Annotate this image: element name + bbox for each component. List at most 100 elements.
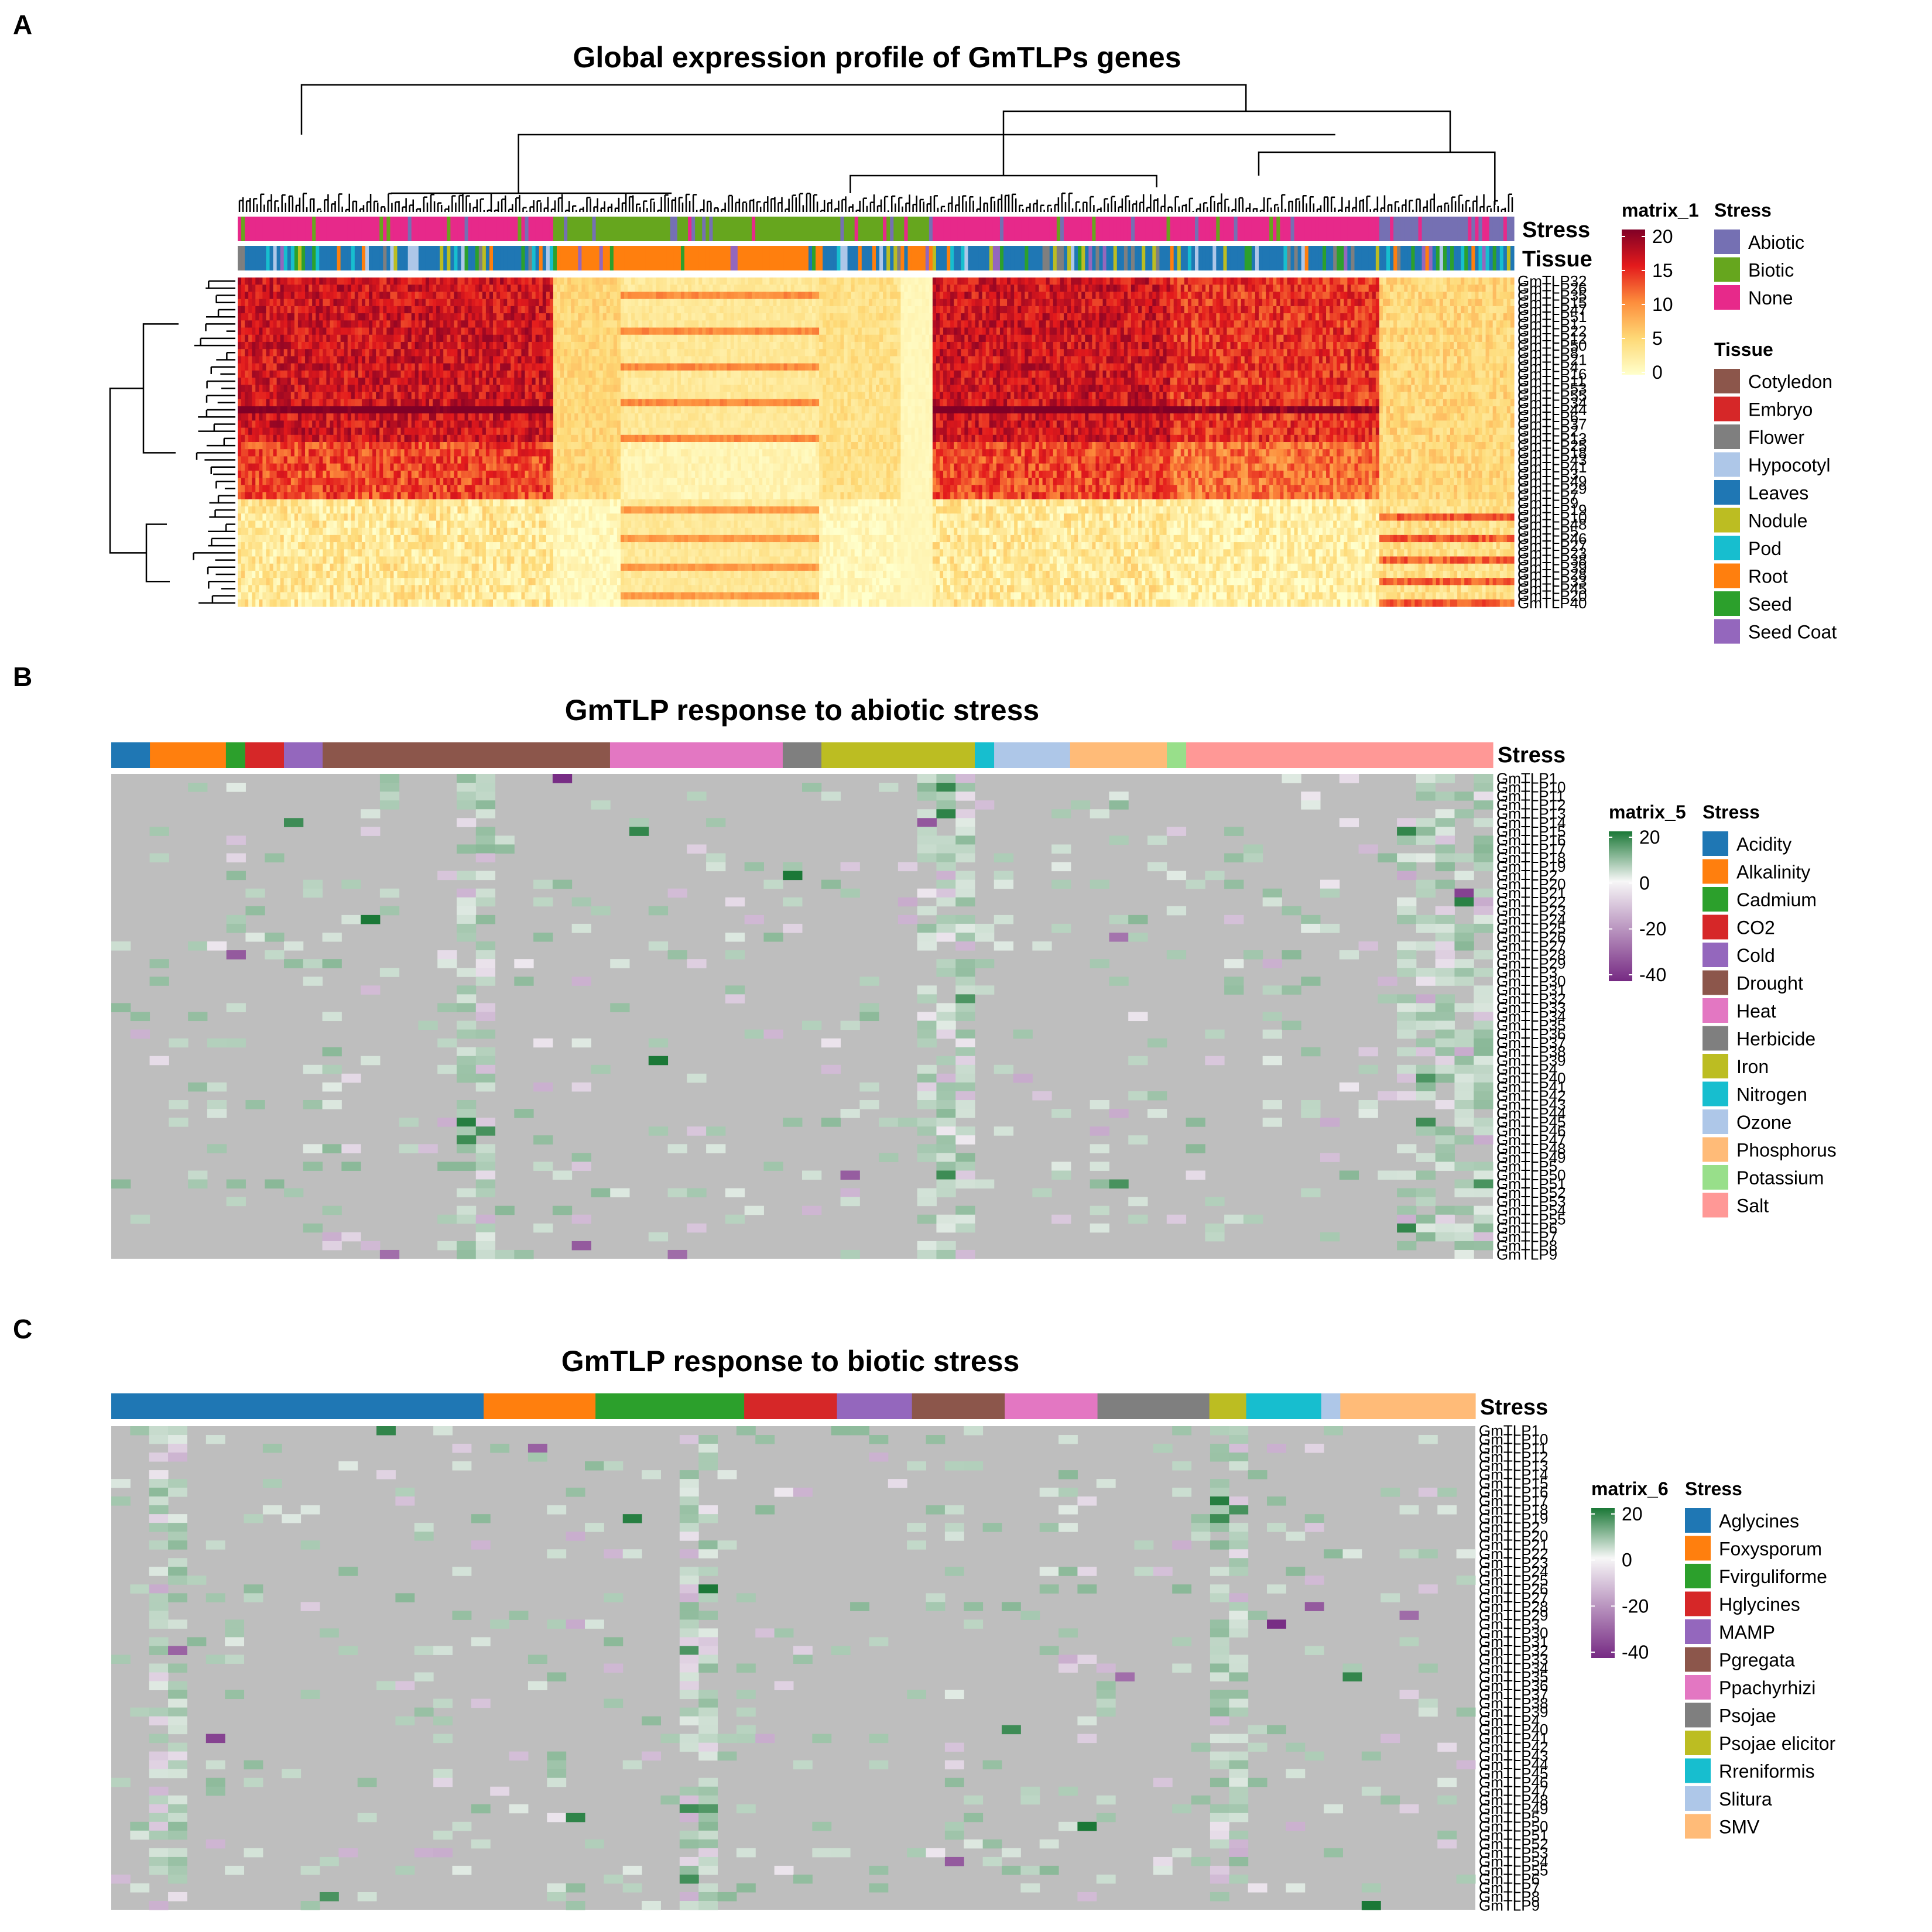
- heatmap-cell: [440, 341, 444, 350]
- heatmap-cell: [393, 549, 398, 557]
- heatmap-cell: [269, 285, 274, 293]
- heatmap-cell: [383, 592, 387, 600]
- tissue-annotation-cell: [673, 246, 678, 270]
- tissue-annotation-cell: [464, 246, 469, 270]
- heatmap-cell: [411, 456, 416, 464]
- heatmap-cell: [404, 285, 409, 293]
- heatmap-cell: [241, 392, 245, 400]
- heatmap-cell: [361, 442, 366, 450]
- heatmap-cell: [319, 470, 323, 478]
- stress-annotation-cell: [1475, 217, 1479, 241]
- heatmap-cell: [323, 556, 327, 564]
- heatmap-cell: [297, 478, 302, 485]
- heatmap-cell: [290, 449, 295, 457]
- heatmap-cell: [393, 334, 398, 342]
- heatmap-cell: [450, 570, 454, 578]
- heatmap-cell: [457, 485, 462, 493]
- heatmap-cell: [252, 285, 256, 293]
- heatmap-cell: [397, 599, 402, 607]
- heatmap-cell: [450, 506, 454, 514]
- heatmap-cell: [415, 449, 419, 457]
- heatmap-cell: [276, 592, 281, 600]
- heatmap-cell: [358, 427, 362, 436]
- heatmap-cell: [269, 485, 274, 493]
- heatmap-cell: [376, 456, 380, 464]
- heatmap-cell: [489, 420, 494, 429]
- stress-annotation-cell: [305, 217, 309, 241]
- heatmap-cell: [283, 599, 288, 607]
- heatmap-cell: [440, 442, 444, 450]
- heatmap-cell: [418, 313, 423, 321]
- stress-annotation-cell: [407, 217, 412, 241]
- heatmap-cell: [319, 434, 323, 443]
- heatmap-cell: [457, 506, 462, 514]
- heatmap-cell: [333, 385, 338, 393]
- stress-annotation-cell: [525, 217, 529, 241]
- heatmap-cell: [283, 385, 288, 393]
- heatmap-cell: [400, 485, 405, 493]
- heatmap-cell: [411, 334, 416, 342]
- heatmap-cell: [407, 306, 412, 314]
- heatmap-cell: [475, 427, 479, 436]
- tissue-annotation-cell: [1173, 246, 1178, 270]
- heatmap-cell: [255, 363, 259, 371]
- tissue-annotation-cell: [440, 246, 444, 270]
- stress-annotation-cell: [418, 217, 423, 241]
- heatmap-cell: [337, 370, 341, 378]
- heatmap-cell: [461, 463, 465, 471]
- heatmap-cell: [358, 570, 362, 578]
- heatmap-cell: [379, 478, 383, 485]
- stress-annotation-cell: [1361, 217, 1366, 241]
- heatmap-cell: [316, 556, 320, 564]
- stress-annotation-cell: [358, 217, 362, 241]
- heatmap-cell: [276, 406, 281, 414]
- heatmap-cell: [507, 513, 511, 521]
- tissue-annotation-cell: [1344, 246, 1348, 270]
- heatmap-cell: [518, 499, 522, 507]
- heatmap-cell: [482, 442, 487, 450]
- heatmap-cell: [369, 349, 373, 357]
- stress-annotation-cell: [762, 217, 766, 241]
- heatmap-cell: [521, 285, 526, 293]
- heatmap-cell: [407, 485, 412, 493]
- heatmap-cell: [369, 549, 373, 557]
- heatmap-cell: [347, 334, 352, 342]
- heatmap-cell: [238, 520, 242, 529]
- heatmap-cell: [358, 456, 362, 464]
- heatmap-cell: [415, 320, 419, 328]
- heatmap-cell: [259, 485, 263, 493]
- stress-annotation-cell: [436, 217, 440, 241]
- heatmap-cell: [255, 420, 259, 429]
- heatmap-cell: [404, 356, 409, 364]
- tissue-annotation-cell: [1180, 246, 1185, 270]
- heatmap-cell: [386, 370, 390, 378]
- heatmap-cell: [273, 442, 278, 450]
- heatmap-cell: [323, 563, 327, 571]
- heatmap-cell: [447, 378, 451, 385]
- heatmap-cell: [468, 378, 472, 385]
- heatmap-cell: [266, 349, 270, 357]
- heatmap-cell: [365, 285, 369, 293]
- heatmap-cell: [415, 292, 419, 300]
- heatmap-cell: [330, 542, 334, 550]
- heatmap-cell: [248, 427, 252, 436]
- heatmap-cell: [330, 356, 334, 364]
- heatmap-cell: [302, 356, 306, 364]
- heatmap-cell: [383, 456, 387, 464]
- heatmap-cell: [340, 349, 345, 357]
- heatmap-cell: [248, 578, 252, 585]
- heatmap-cell: [323, 420, 327, 429]
- heatmap-cell: [393, 578, 398, 585]
- heatmap-cell: [478, 599, 483, 607]
- heatmap-cell: [489, 527, 494, 536]
- heatmap-cell: [468, 578, 472, 585]
- heatmap-cell: [411, 578, 416, 585]
- heatmap-cell: [464, 470, 469, 478]
- heatmap-cell: [241, 513, 245, 521]
- heatmap-cell: [407, 299, 412, 307]
- tissue-annotation-cell: [1266, 246, 1270, 270]
- stress-annotation-cell: [302, 217, 306, 241]
- heatmap-cell: [259, 499, 263, 507]
- heatmap-cell: [415, 306, 419, 314]
- heatmap-cell: [245, 299, 249, 307]
